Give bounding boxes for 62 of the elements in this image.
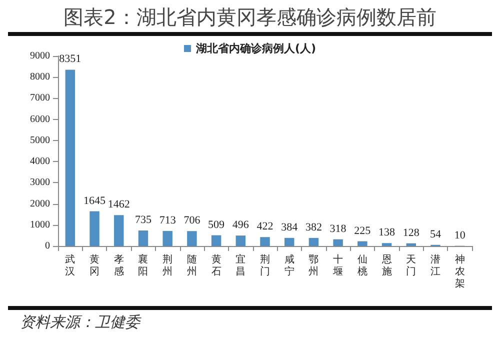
y-tick-label: 9000 xyxy=(30,50,50,62)
x-tick-label: 荆州 xyxy=(162,254,173,278)
y-tick-label: 7000 xyxy=(30,92,50,104)
bar xyxy=(382,243,392,246)
y-tick-label: 1000 xyxy=(30,219,50,230)
x-tick-label: 宜昌 xyxy=(236,254,246,278)
y-tick-label: 6000 xyxy=(30,114,50,125)
x-tick-label: 潜江 xyxy=(430,254,440,278)
bar xyxy=(333,239,343,246)
x-tick-label: 鄂州 xyxy=(308,254,319,278)
x-tick-label: 十堰 xyxy=(332,254,344,278)
data-label: 384 xyxy=(281,221,298,234)
x-tick-label: 襄阳 xyxy=(138,254,148,278)
bar xyxy=(308,238,319,246)
data-label: 422 xyxy=(256,220,274,233)
x-tick-label: 随州 xyxy=(186,254,197,278)
x-tick-label: 黄冈 xyxy=(90,254,100,278)
bar xyxy=(236,236,246,246)
y-tick-label: 0 xyxy=(45,240,50,252)
x-tick-label: 天门 xyxy=(406,254,416,278)
x-tick-label: 武汉 xyxy=(65,254,76,278)
bar xyxy=(187,231,197,246)
data-label: 509 xyxy=(208,218,226,231)
data-label: 225 xyxy=(354,224,372,237)
bar xyxy=(211,235,222,246)
data-label: 10 xyxy=(454,229,466,242)
bar xyxy=(114,215,124,246)
text: 资料来源：卫健委 xyxy=(19,312,142,332)
data-label: 54 xyxy=(430,228,442,240)
y-tick-label: 2000 xyxy=(30,198,50,210)
chart-title: 图表2：湖北省内黄冈孝感确诊病例数居前 xyxy=(62,4,438,31)
bar xyxy=(284,238,294,246)
y-tick-label: 8000 xyxy=(30,72,50,83)
bar xyxy=(90,211,100,246)
data-label: 382 xyxy=(305,221,322,234)
x-tick-label: 恩施 xyxy=(380,254,392,278)
legend-label: 湖北省内确诊病例人(人) xyxy=(194,42,316,55)
data-label: 318 xyxy=(330,222,347,235)
data-label: 138 xyxy=(378,226,396,239)
bar xyxy=(260,237,270,246)
data-label: 713 xyxy=(159,214,176,226)
data-label: 735 xyxy=(134,214,152,226)
bar xyxy=(162,230,172,246)
y-tick-label: 4000 xyxy=(30,156,50,168)
x-tick-label: 荆门 xyxy=(260,254,270,278)
data-label: 496 xyxy=(232,219,250,232)
bar xyxy=(358,241,368,246)
data-label: 8351 xyxy=(59,53,82,66)
data-label: 706 xyxy=(184,214,201,227)
bar xyxy=(65,70,76,246)
bar xyxy=(138,230,148,246)
data-label: 1462 xyxy=(108,198,130,211)
x-tick-label: 孝感 xyxy=(114,254,124,278)
x-tick-label: 仙桃 xyxy=(357,254,368,278)
data-label: 1645 xyxy=(84,194,106,207)
y-tick-label: 5000 xyxy=(30,134,50,146)
data-label: 128 xyxy=(402,226,420,239)
x-tick-label: 咸宁 xyxy=(284,254,294,278)
x-tick-label: 黄石 xyxy=(211,254,222,278)
x-tick-label: 神农架 xyxy=(454,254,465,290)
y-tick-label: 3000 xyxy=(30,177,50,188)
bar xyxy=(406,243,416,246)
